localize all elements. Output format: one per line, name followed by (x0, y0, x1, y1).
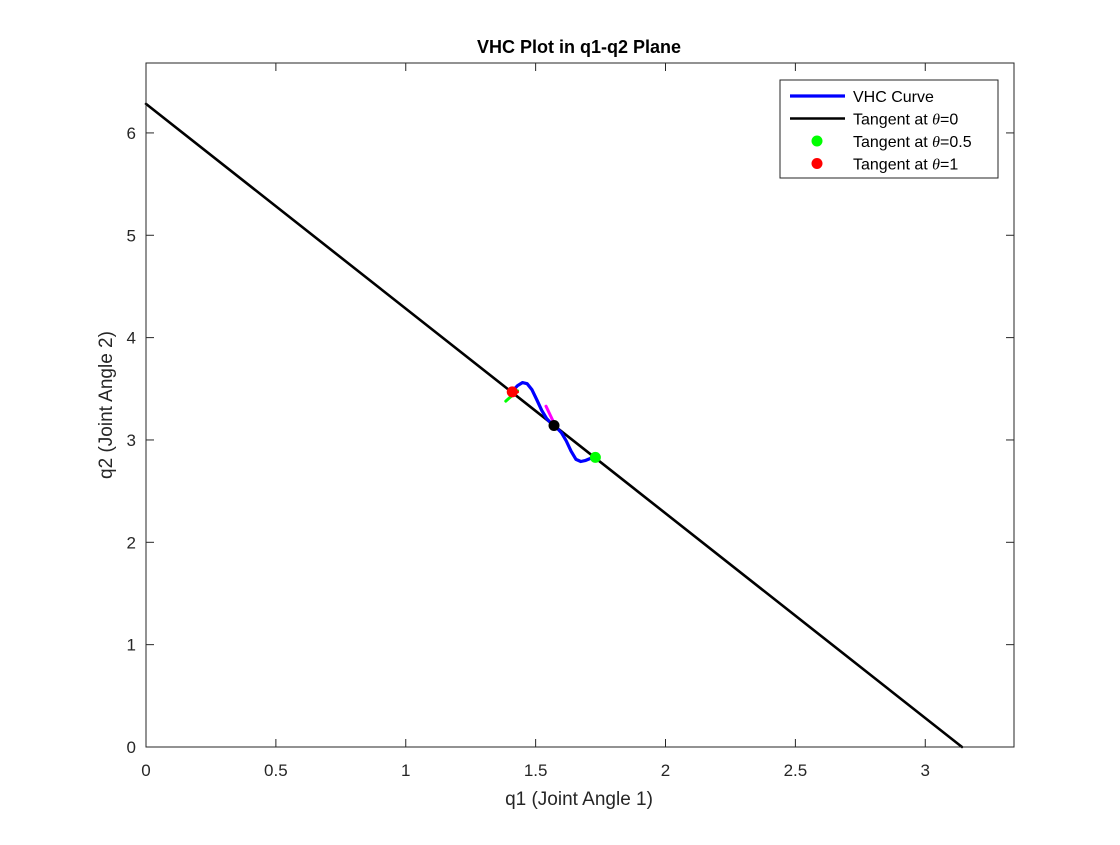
y-tick-label: 3 (127, 431, 136, 450)
x-tick-label: 2.5 (784, 761, 808, 780)
marker-point (589, 451, 601, 463)
x-axis-label: q1 (Joint Angle 1) (505, 789, 653, 810)
legend: VHC Curve Tangent at θ=0 Tangent at θ=0.5 T… (779, 79, 999, 179)
x-tick-label: 0 (141, 761, 150, 780)
legend-label: Tangent at θ=1 (853, 157, 958, 174)
legend-label: Tangent at θ=0 (853, 112, 958, 129)
legend-entry: Tangent at θ=0 (790, 112, 958, 129)
y-axis-label: q2 (Joint Angle 2) (96, 331, 117, 479)
x-tick-label: 2 (661, 761, 670, 780)
legend-entry: VHC Curve (790, 89, 934, 106)
legend-dot-swatch (811, 158, 823, 169)
y-tick-labels: 0 1 2 3 4 5 6 (127, 124, 136, 757)
legend-entry: Tangent at θ=1 (811, 157, 958, 174)
series-points (506, 386, 601, 463)
legend-entry: Tangent at θ=0.5 (811, 134, 972, 151)
chart-title: VHC Plot in q1-q2 Plane (477, 37, 681, 57)
x-tick-label: 1 (401, 761, 410, 780)
legend-label: VHC Curve (853, 89, 934, 106)
tangent-segment (544, 404, 556, 425)
y-tick-label: 4 (127, 329, 136, 348)
legend-dot-swatch (811, 135, 823, 147)
marker-point (506, 386, 518, 398)
y-tick-label: 2 (127, 533, 136, 552)
y-tick-label: 6 (127, 124, 136, 143)
marker-point (548, 419, 560, 431)
x-tick-labels: 0 0.5 1 1.5 2 2.5 3 (141, 761, 930, 780)
y-tick-label: 5 (127, 226, 136, 245)
x-tick-label: 1.5 (524, 761, 548, 780)
x-tick-label: 3 (921, 761, 930, 780)
y-tick-label: 0 (127, 738, 136, 757)
x-tick-label: 0.5 (264, 761, 288, 780)
y-tick-label: 1 (127, 636, 136, 655)
plot-frame (145, 62, 1015, 748)
legend-label: Tangent at θ=0.5 (853, 134, 972, 151)
